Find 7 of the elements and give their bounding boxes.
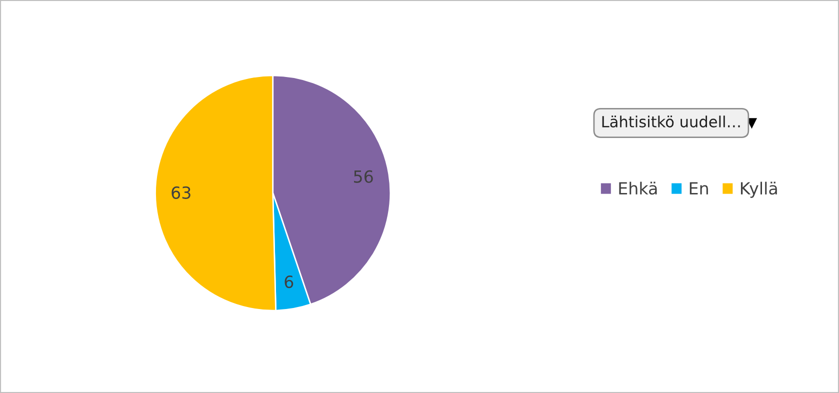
legend-label: Kyllä (740, 182, 777, 198)
data-label: 63 (172, 186, 190, 199)
legend-title: Lähtisitkö uudell… (602, 116, 740, 128)
data-label: 6 (284, 275, 294, 288)
legend-label: Ehkä (619, 182, 657, 195)
legend-label: En (690, 182, 708, 194)
data-label: 56 (354, 170, 373, 183)
